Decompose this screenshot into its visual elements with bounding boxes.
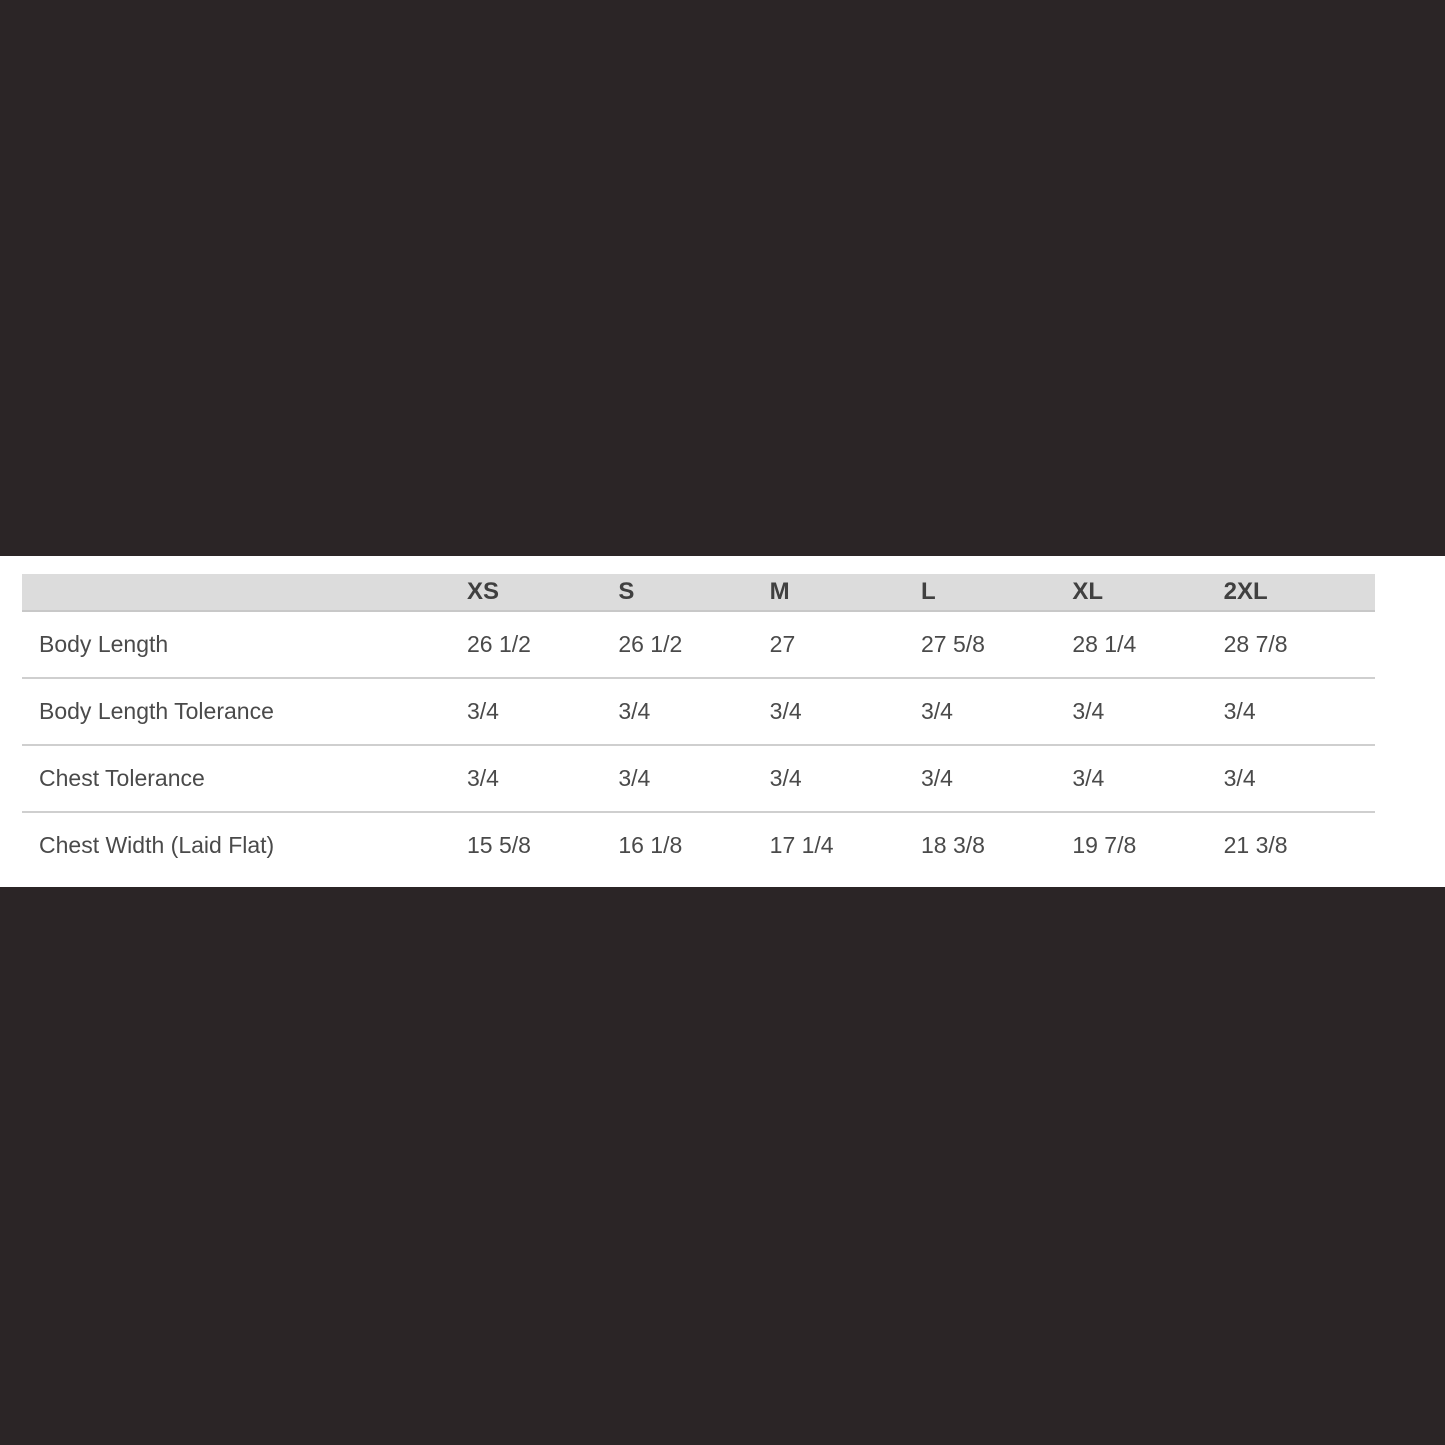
table-cell: 3/4	[618, 678, 770, 746]
header-m: M	[769, 574, 921, 612]
table-cell: 3/4	[1223, 678, 1375, 746]
table-cell: 15 5/8	[467, 832, 531, 858]
header-row: XS S M L XL 2XL	[22, 574, 1375, 612]
table-cell: 3/4	[920, 678, 1073, 746]
table-cell: 21 3/8	[1223, 832, 1288, 858]
table-cell: 3/4	[467, 745, 619, 813]
table-cell: 3/4	[467, 678, 619, 746]
table-cell: 3/4	[769, 678, 921, 746]
row-label: Chest Width (Laid Flat)	[39, 832, 275, 858]
table-cell: 26 1/2	[467, 611, 619, 679]
table-cell: 3/4	[1072, 745, 1224, 813]
header-xs: XS	[467, 574, 619, 612]
table-cell: 3/4	[618, 745, 770, 813]
table-row: Body Length 26 1/2 26 1/2 27 27 5/8 28 1/4 28 …	[22, 611, 1375, 679]
table-row: Chest Width (Laid Flat) 15 5/8 16 1/8 17 1/…	[22, 812, 1375, 878]
row-label: Body Length Tolerance	[22, 678, 467, 746]
table-cell: 27 5/8	[920, 611, 1073, 679]
header-2xl: 2XL	[1223, 574, 1375, 612]
table-cell: 16 1/8	[618, 832, 683, 858]
table-cell: 3/4	[1223, 745, 1375, 813]
table-cell: 26 1/2	[618, 611, 770, 679]
size-chart-panel: XS S M L XL 2XL Body Length 26 1/2 26 1/2 2…	[0, 556, 1445, 887]
header-xl: XL	[1072, 574, 1224, 612]
size-chart-table: XS S M L XL 2XL Body Length 26 1/2 26 1/2 2…	[22, 574, 1375, 878]
row-label: Chest Tolerance	[22, 745, 467, 813]
table-row: Chest Tolerance 3/4 3/4 3/4 3/4 3/4 3/4	[22, 745, 1375, 813]
table-cell: 27	[769, 611, 921, 679]
table-cell: 17 1/4	[769, 832, 834, 858]
header-empty	[22, 574, 467, 612]
table-cell: 28 7/8	[1223, 611, 1375, 679]
table-cell: 28 1/4	[1072, 611, 1224, 679]
table-cell: 3/4	[920, 745, 1073, 813]
table-row: Body Length Tolerance 3/4 3/4 3/4 3/4 3/4 3/4	[22, 678, 1375, 746]
header-l: L	[920, 574, 1073, 612]
table-cell: 18 3/8	[920, 832, 985, 858]
header-s: S	[618, 574, 770, 612]
table-cell: 3/4	[769, 745, 921, 813]
table-cell: 19 7/8	[1072, 832, 1137, 858]
table-cell: 3/4	[1072, 678, 1224, 746]
row-label: Body Length	[22, 611, 467, 679]
